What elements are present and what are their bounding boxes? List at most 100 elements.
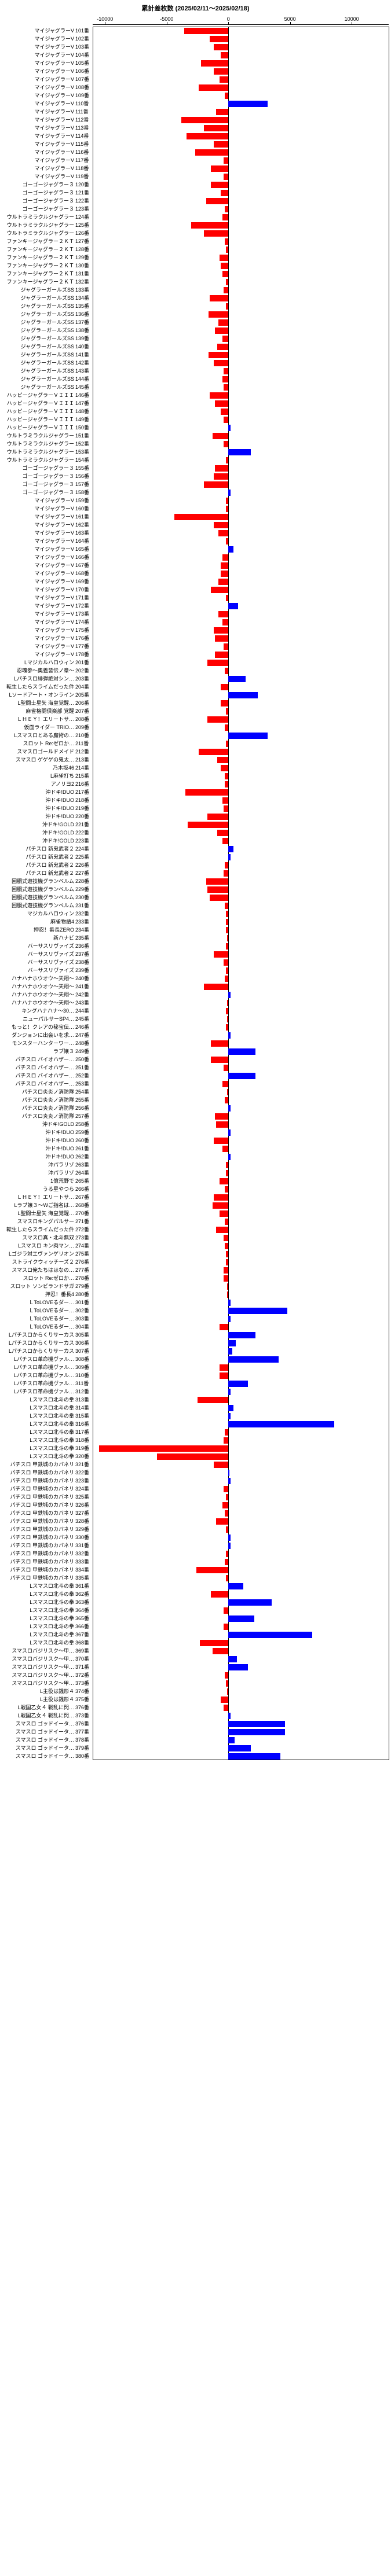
row-label: ジャグラーガールズSS bbox=[0, 367, 74, 375]
bar bbox=[227, 935, 228, 941]
bar bbox=[224, 441, 229, 447]
chart-row: ファンキージャグラー２ＫＴ132番 bbox=[0, 278, 391, 286]
chart-row: ウルトラミラクルジャグラー125番 bbox=[0, 221, 391, 229]
row-number: 151番 bbox=[75, 432, 92, 440]
row-number: 175番 bbox=[75, 626, 92, 634]
row-number: 307番 bbox=[75, 1347, 92, 1355]
row-label: パチスロ炎炎ノ消防隊 bbox=[0, 1088, 74, 1096]
row-number: 230番 bbox=[75, 893, 92, 901]
row-label: パチスロ 甲鉄城のカバネリ bbox=[0, 1533, 74, 1541]
row-number: 146番 bbox=[75, 391, 92, 399]
row-number: 261番 bbox=[75, 1145, 92, 1153]
bar bbox=[228, 854, 231, 860]
chart-row: マイジャグラーV166番 bbox=[0, 553, 391, 561]
row-number: 266番 bbox=[75, 1185, 92, 1193]
chart-row: 押忍！番長4280番 bbox=[0, 1290, 391, 1298]
row-number: 213番 bbox=[75, 756, 92, 764]
row-label: Lスマスロ北斗の拳 bbox=[0, 1639, 74, 1647]
row-number: 222番 bbox=[75, 829, 92, 837]
row-label: ＬToLOVEるダー… bbox=[0, 1315, 74, 1323]
row-label: マイジャグラーV bbox=[0, 610, 74, 618]
bar bbox=[198, 1397, 228, 1403]
bar bbox=[220, 1210, 228, 1217]
row-number: 130番 bbox=[75, 262, 92, 270]
row-number: 257番 bbox=[75, 1112, 92, 1120]
chart-row: 沖ドキ!GOLD258番 bbox=[0, 1120, 391, 1128]
bar bbox=[224, 368, 229, 374]
bar bbox=[226, 1551, 228, 1557]
chart-row: ハナハナホウオウ〜天翔〜243番 bbox=[0, 999, 391, 1007]
bar bbox=[207, 660, 228, 666]
bar bbox=[221, 263, 228, 269]
row-label: マイジャグラーV bbox=[0, 513, 74, 521]
row-number: 154番 bbox=[75, 456, 92, 464]
row-label: パチスロ 甲鉄城のカバネリ bbox=[0, 1525, 74, 1533]
row-label: マイジャグラーV bbox=[0, 67, 74, 75]
chart-row: 新ハナビ235番 bbox=[0, 934, 391, 942]
row-number: 242番 bbox=[75, 991, 92, 999]
bar bbox=[224, 157, 229, 164]
row-label: ハッピージャグラーＶＩＩＩ bbox=[0, 407, 74, 415]
row-label: ファンキージャグラー２ＫＴ bbox=[0, 245, 74, 253]
row-label: パチスロ 甲鉄城のカバネリ bbox=[0, 1501, 74, 1509]
row-label: Lスマスロ北斗の拳 bbox=[0, 1631, 74, 1639]
bar bbox=[228, 1583, 243, 1589]
chart-row: パチスロ 甲鉄城のカバネリ322番 bbox=[0, 1469, 391, 1477]
row-label: ジャグラーガールズSS bbox=[0, 302, 74, 310]
chart-row: マイジャグラーV105番 bbox=[0, 59, 391, 67]
row-label: ウルトラミラクルジャグラー bbox=[0, 432, 74, 440]
bar bbox=[214, 44, 229, 50]
row-number: 301番 bbox=[75, 1298, 92, 1307]
bar bbox=[222, 1502, 229, 1508]
row-label: マジカルハロウィン bbox=[0, 910, 74, 918]
row-label: バーサスリヴァイズ bbox=[0, 966, 74, 974]
row-label: マイジャグラーV bbox=[0, 561, 74, 569]
bar bbox=[184, 28, 229, 34]
row-number: 366番 bbox=[75, 1622, 92, 1631]
chart-row: マイジャグラーV111番 bbox=[0, 108, 391, 116]
bar bbox=[220, 1178, 228, 1184]
chart-row: パチスロ 甲鉄城のカバネリ330番 bbox=[0, 1533, 391, 1541]
chart-row: バーサスリヴァイズ236番 bbox=[0, 942, 391, 950]
bar bbox=[213, 433, 229, 439]
bar bbox=[226, 1259, 228, 1265]
row-number: 327番 bbox=[75, 1509, 92, 1517]
row-label: Lスマスロ北斗の拳 bbox=[0, 1396, 74, 1404]
chart-row: 麻雀物語4233番 bbox=[0, 918, 391, 926]
bar bbox=[224, 1705, 229, 1711]
bar bbox=[228, 1478, 231, 1484]
axis-tick-label: 10000 bbox=[345, 16, 359, 22]
bar bbox=[225, 1186, 228, 1193]
bar bbox=[224, 1275, 229, 1282]
row-number: 379番 bbox=[75, 1744, 92, 1752]
chart-row: ジャグラーガールズSS134番 bbox=[0, 294, 391, 302]
row-number: 316番 bbox=[75, 1420, 92, 1428]
row-label: マイジャグラーV bbox=[0, 505, 74, 513]
row-label: マイジャグラーV bbox=[0, 650, 74, 658]
row-number: 232番 bbox=[75, 910, 92, 918]
bar bbox=[209, 311, 228, 318]
row-number: 277番 bbox=[75, 1266, 92, 1274]
chart-row: スマスロバジリスク〜甲…371番 bbox=[0, 1663, 391, 1671]
row-number: 116番 bbox=[75, 148, 92, 156]
row-number: 278番 bbox=[75, 1274, 92, 1282]
row-label: ジャグラーガールズSS bbox=[0, 318, 74, 326]
row-label: スマスロ俺たちはほなの… bbox=[0, 1266, 74, 1274]
row-number: 178番 bbox=[75, 650, 92, 658]
bar bbox=[227, 1688, 228, 1695]
bar bbox=[226, 1008, 228, 1014]
chart-row: ハッピージャグラーＶＩＩＩ149番 bbox=[0, 415, 391, 424]
bar bbox=[201, 60, 228, 67]
bar bbox=[222, 1146, 229, 1152]
chart-row: ＬToLOVEるダー…303番 bbox=[0, 1315, 391, 1323]
bar bbox=[228, 1737, 235, 1743]
row-number: 144番 bbox=[75, 375, 92, 383]
row-number: 169番 bbox=[75, 577, 92, 586]
bar bbox=[214, 1462, 229, 1468]
row-label: L麻雀打ち bbox=[0, 772, 74, 780]
bar bbox=[228, 1713, 231, 1719]
row-number: 173番 bbox=[75, 610, 92, 618]
row-label: 麻雀物語4 bbox=[0, 918, 74, 926]
chart-row: 沖ドキ!GOLD221番 bbox=[0, 820, 391, 829]
chart-row: マイジャグラーV118番 bbox=[0, 164, 391, 172]
